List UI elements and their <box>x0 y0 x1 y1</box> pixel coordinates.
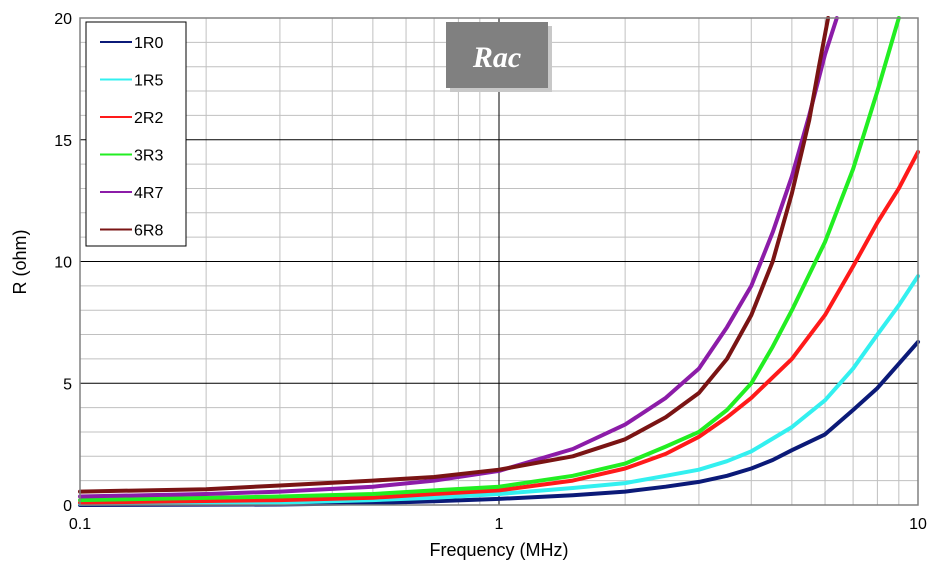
y-tick-label: 15 <box>54 133 72 150</box>
y-tick-label: 10 <box>54 255 72 272</box>
legend-label-3r3: 3R3 <box>134 148 163 165</box>
legend: 1R0 1R5 2R2 3R3 4R7 6R8 <box>85 21 187 247</box>
legend-label-1r0: 1R0 <box>134 35 163 52</box>
series-line-1r0 <box>78 339 920 507</box>
series-line-4r7 <box>78 16 839 499</box>
x-tick-label: 10 <box>909 516 927 533</box>
x-axis-title: Frequency (MHz) <box>429 540 568 560</box>
series-lines <box>78 16 920 507</box>
series-line-6r8 <box>78 16 831 494</box>
series-line-2r2 <box>78 149 920 505</box>
legend-label-1r5: 1R5 <box>134 73 163 90</box>
x-tick-label: 1 <box>495 516 504 533</box>
series-line-1r5 <box>78 274 920 506</box>
legend-label-6r8: 6R8 <box>134 223 163 240</box>
y-tick-label: 5 <box>63 376 72 393</box>
legend-items: 1R0 1R5 2R2 3R3 4R7 6R8 <box>100 35 163 240</box>
title-box <box>446 22 548 88</box>
y-tick-label: 20 <box>54 11 72 28</box>
y-tick-label: 0 <box>63 498 72 515</box>
series-line-3r3 <box>78 16 901 503</box>
y-tick-labels: 0 5 10 15 20 <box>54 11 72 515</box>
x-tick-label: 0.1 <box>69 516 91 533</box>
plot-area-border <box>79 17 919 506</box>
y-axis-title: R (ohm) <box>10 229 30 294</box>
chart-title: Rac <box>472 41 521 74</box>
legend-label-2r2: 2R2 <box>134 110 163 127</box>
x-tick-labels: 0.1 1 10 <box>69 516 927 533</box>
legend-box <box>85 21 187 247</box>
legend-label-4r7: 4R7 <box>134 185 163 202</box>
chart-title-box: Rac <box>446 22 552 92</box>
